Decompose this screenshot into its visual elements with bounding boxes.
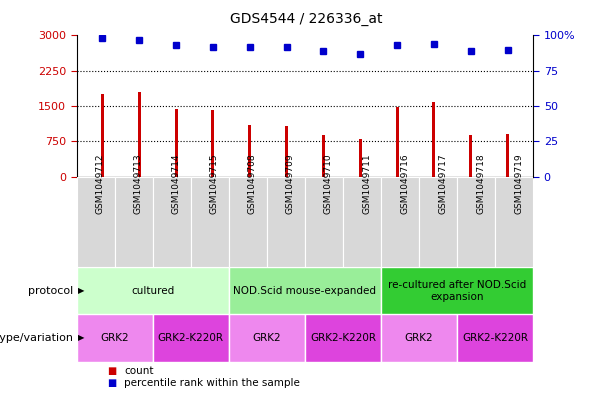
Bar	[419, 177, 457, 267]
Bar	[395, 107, 398, 177]
Bar	[77, 177, 115, 267]
Bar	[175, 109, 178, 177]
Bar	[153, 314, 229, 362]
Text: GSM1049714: GSM1049714	[172, 154, 181, 214]
Bar	[285, 126, 288, 177]
Text: GRK2-K220R: GRK2-K220R	[158, 333, 224, 343]
Text: GRK2-K220R: GRK2-K220R	[462, 333, 528, 343]
Text: cultured: cultured	[131, 286, 174, 296]
Bar	[305, 314, 381, 362]
Bar	[115, 177, 153, 267]
Text: ■: ■	[107, 366, 116, 376]
Text: re-cultured after NOD.Scid
expansion: re-cultured after NOD.Scid expansion	[388, 280, 527, 301]
Bar	[469, 135, 472, 177]
Text: GSM1049713: GSM1049713	[134, 154, 143, 215]
Text: GSM1049708: GSM1049708	[248, 154, 257, 215]
Bar	[305, 177, 343, 267]
Bar	[495, 177, 533, 267]
Bar	[229, 314, 305, 362]
Text: GSM1049710: GSM1049710	[324, 154, 333, 215]
Bar	[267, 177, 305, 267]
Text: GSM1049712: GSM1049712	[96, 154, 105, 214]
Text: GRK2-K220R: GRK2-K220R	[310, 333, 376, 343]
Text: NOD.Scid mouse-expanded: NOD.Scid mouse-expanded	[234, 286, 376, 296]
Bar	[506, 134, 509, 177]
Text: ■: ■	[107, 378, 116, 388]
Text: protocol: protocol	[28, 286, 74, 296]
Bar	[381, 314, 457, 362]
Text: genotype/variation: genotype/variation	[0, 333, 74, 343]
Bar	[211, 110, 215, 177]
Bar	[343, 177, 381, 267]
Text: GSM1049709: GSM1049709	[286, 154, 295, 215]
Text: GSM1049717: GSM1049717	[438, 154, 447, 215]
Bar	[248, 125, 251, 177]
Bar	[101, 94, 104, 177]
Bar	[457, 177, 495, 267]
Bar	[191, 177, 229, 267]
Text: GRK2: GRK2	[405, 333, 433, 343]
Bar	[432, 102, 435, 177]
Bar	[77, 314, 153, 362]
Bar	[153, 177, 191, 267]
Text: count: count	[124, 366, 154, 376]
Bar	[381, 177, 419, 267]
Text: GRK2: GRK2	[101, 333, 129, 343]
Bar	[457, 314, 533, 362]
Text: GSM1049711: GSM1049711	[362, 154, 371, 215]
Text: ▶: ▶	[78, 334, 85, 342]
Bar	[359, 139, 362, 177]
Bar	[229, 267, 381, 314]
Bar	[77, 267, 229, 314]
Text: ▶: ▶	[78, 286, 85, 295]
Text: percentile rank within the sample: percentile rank within the sample	[124, 378, 300, 388]
Text: GSM1049719: GSM1049719	[514, 154, 524, 215]
Text: GSM1049718: GSM1049718	[476, 154, 485, 215]
Bar	[138, 92, 141, 177]
Text: GRK2: GRK2	[253, 333, 281, 343]
Text: GDS4544 / 226336_at: GDS4544 / 226336_at	[230, 12, 383, 26]
Bar	[381, 267, 533, 314]
Text: GSM1049716: GSM1049716	[400, 154, 409, 215]
Text: GSM1049715: GSM1049715	[210, 154, 219, 215]
Bar	[322, 135, 325, 177]
Bar	[229, 177, 267, 267]
